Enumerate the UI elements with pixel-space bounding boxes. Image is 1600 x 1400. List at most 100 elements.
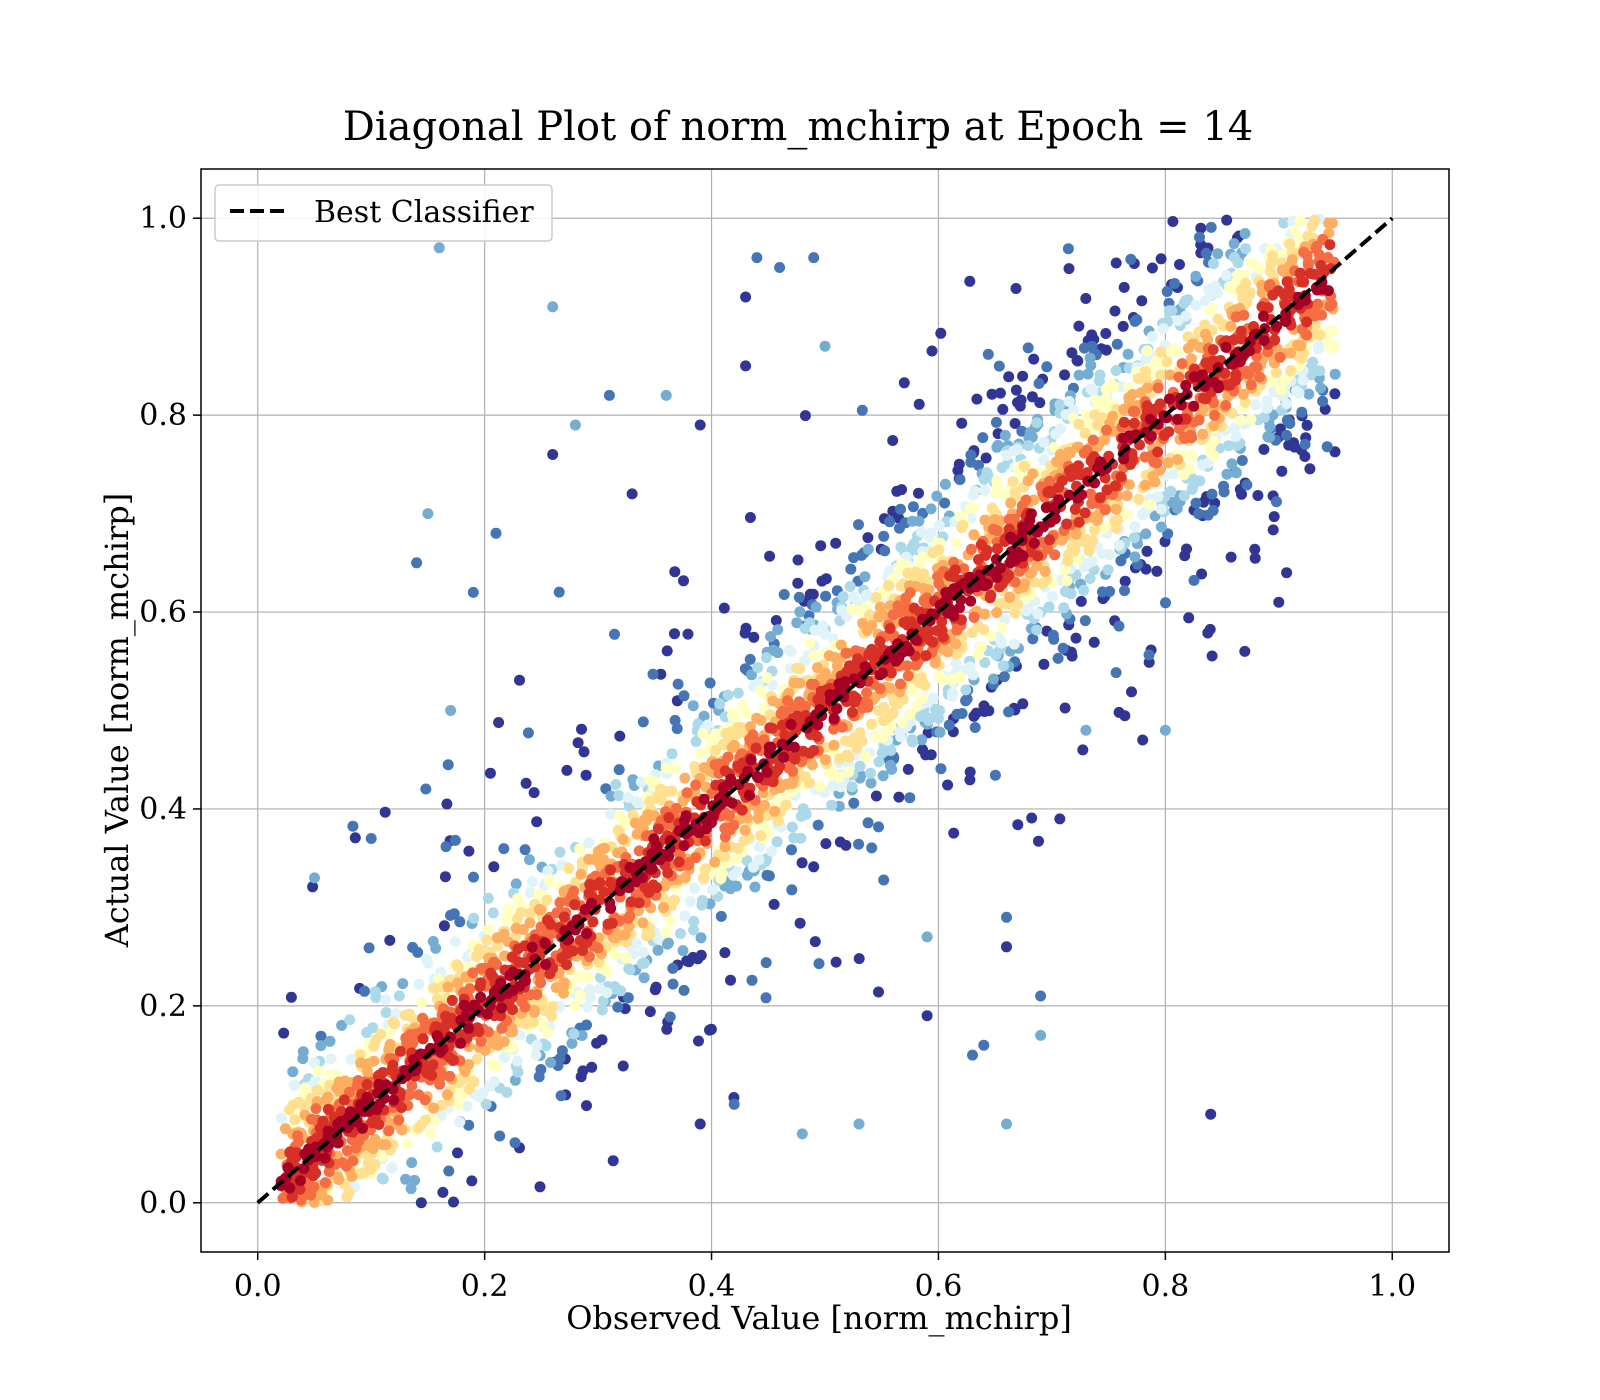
scatter-point bbox=[748, 631, 760, 643]
scatter-point bbox=[554, 1053, 566, 1064]
scatter-point bbox=[449, 834, 461, 846]
scatter-point bbox=[1046, 591, 1058, 603]
scatter-point bbox=[1117, 320, 1129, 332]
scatter-point bbox=[605, 864, 617, 876]
scatter-point bbox=[1172, 413, 1183, 425]
scatter-point bbox=[607, 931, 619, 943]
scatter-point bbox=[814, 781, 826, 792]
scatter-point bbox=[514, 980, 526, 992]
scatter-point bbox=[1306, 220, 1318, 232]
scatter-point bbox=[946, 690, 958, 702]
scatter-point bbox=[1121, 490, 1133, 502]
scatter-point bbox=[475, 1035, 487, 1047]
scatter-point bbox=[1104, 586, 1116, 597]
scatter-point bbox=[1009, 607, 1021, 619]
scatter-point bbox=[1182, 294, 1194, 306]
scatter-point bbox=[922, 727, 934, 739]
scatter-point bbox=[731, 880, 742, 892]
scatter-point bbox=[834, 753, 845, 765]
scatter-point bbox=[1315, 382, 1327, 394]
scatter-point bbox=[866, 718, 877, 730]
scatter-point bbox=[355, 1168, 367, 1180]
scatter-point bbox=[808, 649, 820, 661]
scatter-point bbox=[411, 557, 423, 569]
scatter-point bbox=[1020, 605, 1032, 617]
y-axis-label: Actual Value [norm_mchirp] bbox=[98, 493, 136, 949]
scatter-point bbox=[1129, 551, 1141, 563]
scatter-point bbox=[379, 806, 391, 818]
scatter-point bbox=[933, 672, 945, 684]
scatter-point bbox=[624, 964, 636, 976]
scatter-point bbox=[1123, 430, 1135, 442]
scatter-point bbox=[766, 776, 778, 788]
scatter-point bbox=[965, 595, 977, 607]
scatter-point bbox=[353, 1135, 365, 1147]
scatter-point bbox=[569, 1000, 581, 1012]
scatter-point bbox=[836, 721, 848, 733]
scatter-point bbox=[906, 734, 918, 746]
scatter-point bbox=[859, 571, 871, 583]
scatter-point bbox=[1161, 286, 1173, 297]
scatter-point bbox=[638, 814, 650, 826]
scatter-point bbox=[681, 787, 693, 799]
scatter-point bbox=[1239, 269, 1251, 281]
scatter-point bbox=[297, 1046, 309, 1058]
scatter-point bbox=[752, 662, 764, 673]
scatter-point bbox=[655, 668, 667, 680]
scatter-point bbox=[1284, 418, 1296, 429]
scatter-point bbox=[422, 957, 434, 969]
scatter-point bbox=[374, 1098, 386, 1110]
scatter-point bbox=[638, 972, 650, 984]
scatter-point bbox=[524, 907, 536, 919]
scatter-point bbox=[964, 661, 976, 673]
scatter-point bbox=[848, 552, 860, 564]
scatter-point bbox=[1329, 446, 1341, 458]
scatter-point bbox=[1081, 467, 1093, 479]
scatter-point bbox=[1022, 342, 1034, 354]
scatter-point bbox=[991, 525, 1003, 537]
scatter-point bbox=[910, 566, 922, 578]
scatter-point bbox=[566, 1037, 578, 1049]
scatter-point bbox=[754, 841, 766, 853]
scatter-point bbox=[1261, 402, 1273, 414]
scatter-point bbox=[954, 602, 965, 614]
scatter-point bbox=[939, 478, 951, 490]
scatter-point bbox=[902, 763, 914, 775]
scatter-point bbox=[531, 1039, 543, 1051]
scatter-point bbox=[544, 968, 556, 980]
scatter-point bbox=[387, 1016, 399, 1028]
scatter-point bbox=[1200, 247, 1212, 259]
scatter-point bbox=[763, 741, 775, 753]
scatter-point bbox=[1058, 602, 1070, 614]
scatter-point bbox=[1094, 492, 1106, 504]
scatter-point bbox=[1228, 238, 1240, 250]
scatter-point bbox=[617, 833, 629, 845]
scatter-point bbox=[1099, 504, 1111, 516]
scatter-point bbox=[1143, 649, 1155, 661]
scatter-point bbox=[574, 843, 586, 855]
scatter-point bbox=[1279, 375, 1291, 386]
scatter-point bbox=[678, 984, 690, 996]
scatter-point bbox=[688, 882, 700, 894]
scatter-point bbox=[482, 892, 494, 904]
scatter-point bbox=[833, 771, 845, 783]
scatter-point bbox=[468, 1076, 480, 1088]
scatter-point bbox=[996, 622, 1008, 633]
scatter-point bbox=[894, 726, 906, 738]
scatter-point bbox=[534, 969, 546, 981]
scatter-point bbox=[519, 844, 531, 856]
scatter-point bbox=[354, 1049, 366, 1061]
scatter-point bbox=[1122, 348, 1134, 360]
scatter-point bbox=[446, 994, 458, 1006]
scatter-point bbox=[964, 766, 976, 778]
scatter-point bbox=[856, 702, 868, 714]
scatter-point bbox=[902, 567, 914, 579]
scatter-point bbox=[1146, 331, 1158, 342]
scatter-point bbox=[966, 627, 978, 639]
scatter-point bbox=[1202, 509, 1214, 521]
scatter-point bbox=[925, 503, 937, 515]
scatter-point bbox=[666, 748, 678, 760]
scatter-point bbox=[900, 592, 912, 604]
scatter-point bbox=[1110, 480, 1121, 492]
scatter-point bbox=[775, 780, 787, 792]
